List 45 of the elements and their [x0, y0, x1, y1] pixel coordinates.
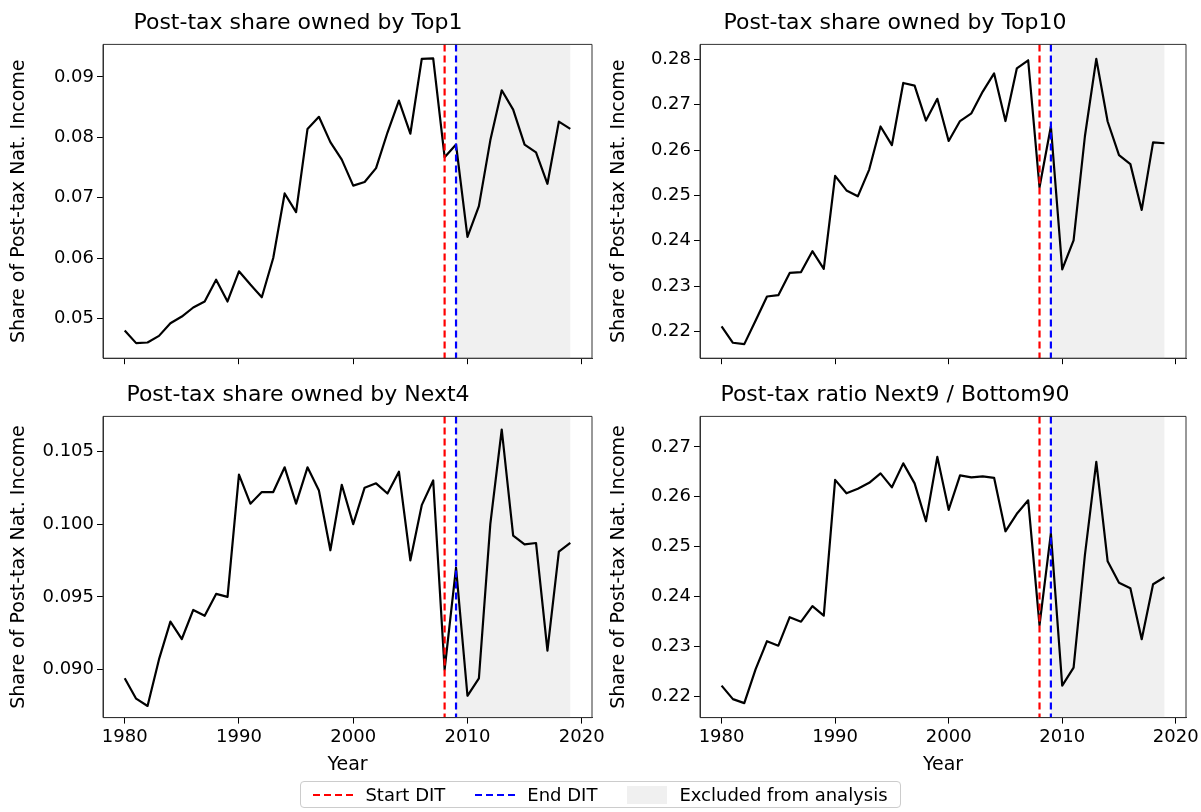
y-tick-label: 0.24 [650, 584, 691, 606]
y-tick-label: 0.105 [42, 438, 94, 460]
y-tick-label: 0.090 [42, 657, 94, 679]
y-tick-label: 0.22 [650, 319, 691, 341]
chart-title: Post-tax ratio Next9 / Bottom90 [720, 380, 1070, 406]
y-axis-title: Share of Post-tax Nat. Income [6, 59, 29, 344]
chart-title: Post-tax share owned by Top10 [723, 8, 1067, 34]
x-tick-label: 2010 [444, 725, 491, 747]
x-tick-label: 2010 [1039, 725, 1086, 747]
y-tick-label: 0.27 [650, 434, 691, 456]
y-axis-title: Share of Post-tax Nat. Income [6, 425, 29, 709]
y-tick-label: 0.09 [53, 64, 94, 86]
x-axis-title: Year [921, 751, 964, 774]
x-tick-label: 1980 [101, 725, 148, 747]
legend-label: Excluded from analysis [679, 784, 888, 805]
y-tick-label: 0.100 [42, 511, 94, 533]
y-tick-label: 0.095 [42, 584, 94, 606]
y-tick-label: 0.23 [650, 273, 691, 295]
y-axis-title: Share of Post-tax Nat. Income [606, 59, 629, 344]
x-tick-label: 1990 [812, 725, 859, 747]
x-tick-label: 2000 [330, 725, 377, 747]
y-tick-label: 0.25 [650, 183, 691, 205]
chart-title: Post-tax share owned by Next4 [126, 380, 470, 406]
x-tick-label: 2000 [925, 725, 972, 747]
y-tick-label: 0.05 [53, 306, 94, 328]
x-tick-label: 2020 [1152, 725, 1199, 747]
legend-label: Start DIT [365, 784, 446, 805]
x-tick-label: 1980 [698, 725, 745, 747]
y-tick-label: 0.28 [650, 47, 691, 69]
y-tick-label: 0.06 [53, 245, 94, 267]
y-tick-label: 0.23 [650, 634, 691, 656]
x-axis-title: Year [326, 751, 368, 774]
x-tick-label: 2020 [558, 725, 605, 747]
y-tick-label: 0.26 [650, 137, 691, 159]
y-tick-label: 0.08 [53, 125, 94, 146]
y-axis-title: Share of Post-tax Nat. Income [606, 425, 629, 709]
y-tick-label: 0.25 [650, 534, 691, 556]
y-tick-label: 0.07 [53, 185, 94, 207]
y-tick-label: 0.24 [650, 228, 691, 250]
y-tick-label: 0.22 [650, 684, 691, 706]
x-tick-label: 1990 [216, 725, 262, 747]
y-tick-label: 0.27 [650, 92, 691, 114]
y-tick-label: 0.26 [650, 484, 691, 506]
legend-label: End DIT [527, 784, 598, 805]
chart-title: Post-tax share owned by Top1 [133, 8, 463, 34]
